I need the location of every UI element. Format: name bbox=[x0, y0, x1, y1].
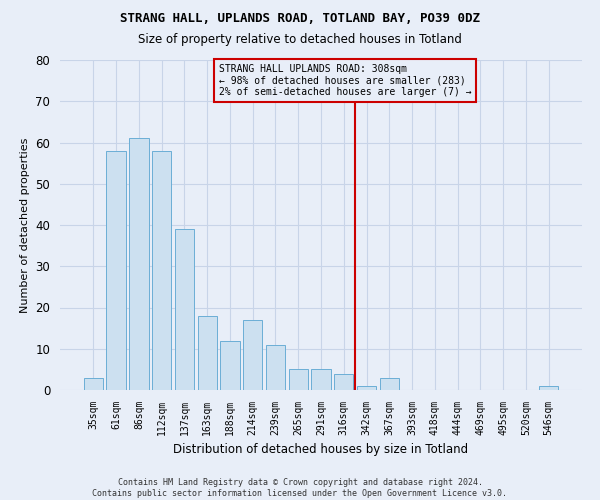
Bar bbox=[380, 378, 399, 390]
Text: Size of property relative to detached houses in Totland: Size of property relative to detached ho… bbox=[138, 32, 462, 46]
Bar bbox=[129, 138, 149, 390]
Bar bbox=[334, 374, 353, 390]
Bar bbox=[84, 378, 103, 390]
Bar bbox=[220, 340, 239, 390]
Bar bbox=[266, 344, 285, 390]
Text: Contains HM Land Registry data © Crown copyright and database right 2024.
Contai: Contains HM Land Registry data © Crown c… bbox=[92, 478, 508, 498]
Text: STRANG HALL UPLANDS ROAD: 308sqm
← 98% of detached houses are smaller (283)
2% o: STRANG HALL UPLANDS ROAD: 308sqm ← 98% o… bbox=[218, 64, 471, 98]
Bar bbox=[289, 370, 308, 390]
Bar bbox=[357, 386, 376, 390]
Bar bbox=[106, 151, 126, 390]
Bar bbox=[539, 386, 558, 390]
Bar bbox=[197, 316, 217, 390]
Bar bbox=[243, 320, 262, 390]
X-axis label: Distribution of detached houses by size in Totland: Distribution of detached houses by size … bbox=[173, 444, 469, 456]
Bar bbox=[175, 229, 194, 390]
Text: STRANG HALL, UPLANDS ROAD, TOTLAND BAY, PO39 0DZ: STRANG HALL, UPLANDS ROAD, TOTLAND BAY, … bbox=[120, 12, 480, 26]
Y-axis label: Number of detached properties: Number of detached properties bbox=[20, 138, 30, 312]
Bar bbox=[311, 370, 331, 390]
Bar bbox=[152, 151, 172, 390]
